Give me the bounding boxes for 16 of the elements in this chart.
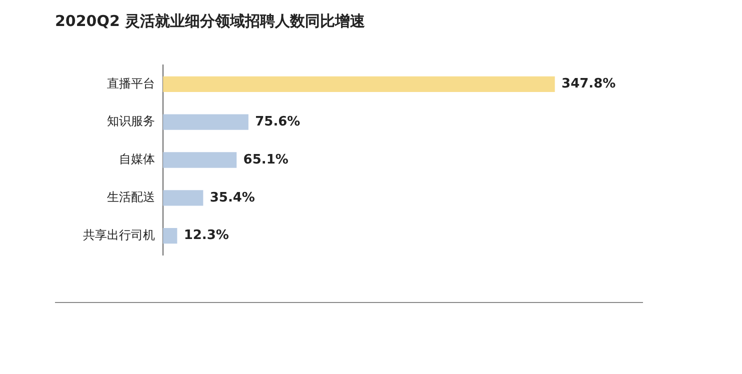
y-tick-label: 知识服务 xyxy=(107,114,155,128)
bar xyxy=(163,76,555,92)
y-tick-label: 直播平台 xyxy=(107,76,155,90)
bar xyxy=(163,228,178,244)
bar xyxy=(163,114,248,130)
bar xyxy=(163,152,237,168)
y-tick-label: 共享出行司机 xyxy=(83,228,155,242)
data-label: 35.4% xyxy=(210,190,255,206)
y-tick-label: 生活配送 xyxy=(107,190,155,204)
data-label: 65.1% xyxy=(243,152,288,168)
data-label: 12.3% xyxy=(184,228,229,244)
data-label: 75.6% xyxy=(255,114,300,130)
chart-title: 2020Q2 灵活就业细分领域招聘人数同比增速 xyxy=(55,12,366,31)
data-label: 347.8% xyxy=(562,76,616,92)
y-tick-label: 自媒体 xyxy=(119,152,155,166)
bar xyxy=(163,190,204,206)
